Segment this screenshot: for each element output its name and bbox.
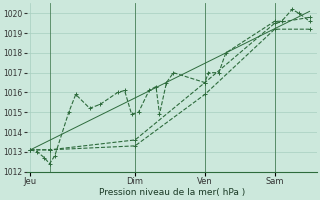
- X-axis label: Pression niveau de la mer( hPa ): Pression niveau de la mer( hPa ): [99, 188, 245, 197]
